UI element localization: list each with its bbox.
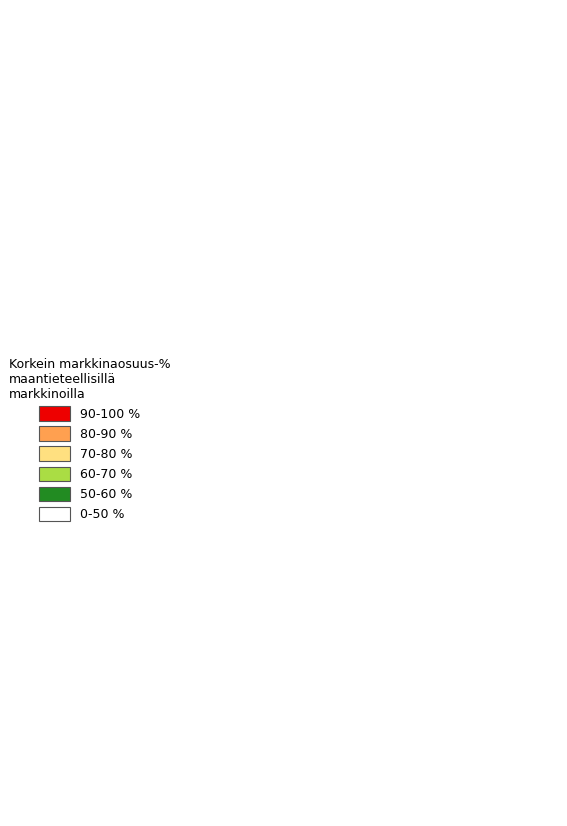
Legend: 90-100 %, 80-90 %, 70-80 %, 60-70 %, 50-60 %, 0-50 %: 90-100 %, 80-90 %, 70-80 %, 60-70 %, 50-… (9, 358, 171, 521)
